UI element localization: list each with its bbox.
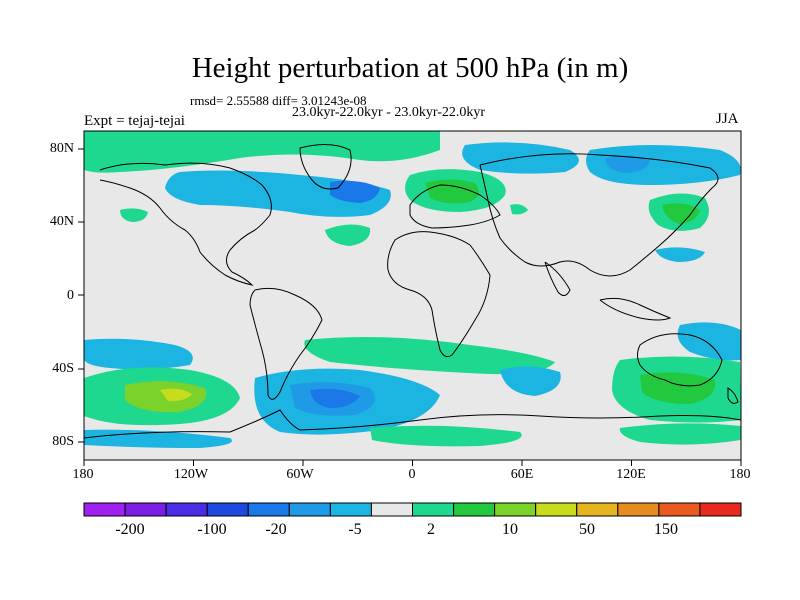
colorbar-box	[412, 502, 455, 517]
coastline-south-america	[249, 287, 323, 400]
season-label: JJA	[716, 111, 739, 127]
colorbar-label: -5	[348, 521, 362, 538]
anomaly-region	[160, 388, 192, 402]
anomaly-region	[500, 366, 561, 396]
anomaly-region	[325, 224, 371, 246]
lat-label-40n: 40N	[49, 214, 74, 229]
colorbar-box	[699, 502, 742, 517]
colorbar-label: 2	[427, 521, 435, 538]
anomaly-region	[619, 423, 741, 445]
colorbar-box	[83, 502, 126, 517]
coastline-india	[544, 261, 571, 296]
colorbar-box	[124, 502, 167, 517]
colorbar-box	[494, 502, 537, 517]
anomaly-region	[370, 425, 522, 447]
lon-label-60e: 60E	[510, 467, 534, 482]
anomaly-region	[310, 388, 360, 408]
lat-label-80n: 80N	[49, 141, 74, 156]
anomaly-region	[662, 203, 700, 224]
lon-label-120w: 120W	[173, 467, 209, 482]
anomaly-region	[655, 247, 705, 262]
anomaly-field	[84, 131, 741, 448]
experiment-label: Expt = tejaj-tejai	[84, 113, 185, 129]
colorbar-box	[206, 502, 249, 517]
anomaly-region	[120, 208, 148, 222]
colorbar-label: -200	[115, 521, 145, 538]
anomaly-region	[330, 180, 380, 203]
colorbar-box	[165, 502, 208, 517]
lat-label-80s: 80S	[52, 434, 74, 449]
coastlines	[84, 144, 741, 439]
colorbar-label: -20	[265, 521, 287, 538]
colorbar-box	[535, 502, 578, 517]
colorbar-box	[329, 502, 372, 517]
colorbar-label: 150	[654, 521, 678, 538]
colorbar-box	[658, 502, 701, 517]
colorbar-box	[576, 502, 619, 517]
lat-label-0: 0	[67, 288, 74, 303]
anomaly-region	[462, 142, 579, 174]
lon-label-60w: 60W	[286, 467, 314, 482]
colorbar-box	[370, 502, 413, 517]
anomaly-region	[586, 145, 741, 185]
anomaly-region	[677, 322, 741, 361]
coastline-australia	[637, 333, 723, 387]
stats-text: rmsd= 2.55588 diff= 3.01243e-08	[190, 93, 367, 108]
lat-label-40s: 40S	[52, 361, 74, 376]
lon-label-180w: 180	[72, 467, 94, 482]
colorbar-label: 10	[502, 521, 518, 538]
period-text: 23.0kyr-22.0kyr - 23.0kyr-22.0kyr	[292, 105, 486, 120]
coastline-antarctica	[84, 409, 741, 439]
colorbar-box	[288, 502, 331, 517]
coastline-se-asia	[599, 297, 672, 321]
anomaly-region	[304, 336, 555, 375]
plot-title: Height perturbation at 500 hPa (in m)	[191, 52, 629, 84]
colorbar-box	[617, 502, 660, 517]
coastline-europe-africa	[387, 231, 491, 358]
anomaly-region	[84, 131, 440, 173]
colorbar-box	[247, 502, 290, 517]
anomaly-region	[640, 372, 716, 404]
anomaly-region	[510, 204, 528, 215]
axis-ticks	[78, 148, 742, 466]
colorbar-box	[453, 502, 496, 517]
lon-label-180e: 180	[729, 467, 751, 482]
lon-label-120e: 120E	[616, 467, 646, 482]
colorbar-label: -100	[197, 521, 227, 538]
anomaly-region	[84, 338, 193, 370]
lon-label-0: 0	[408, 467, 416, 482]
colorbar	[83, 502, 742, 517]
coastline-north-america	[99, 162, 272, 286]
coastline-asia	[479, 153, 719, 277]
coastline-greenland	[299, 144, 352, 190]
coastline-new-zealand	[727, 387, 739, 404]
anomaly-region	[605, 155, 650, 173]
coastline-europe	[409, 184, 501, 229]
colorbar-label: 50	[579, 521, 595, 538]
